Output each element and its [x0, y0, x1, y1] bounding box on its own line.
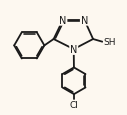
- Text: Cl: Cl: [69, 100, 78, 109]
- Text: SH: SH: [103, 37, 115, 46]
- Text: N: N: [81, 16, 88, 26]
- Text: N: N: [59, 16, 67, 26]
- Text: N: N: [70, 45, 77, 55]
